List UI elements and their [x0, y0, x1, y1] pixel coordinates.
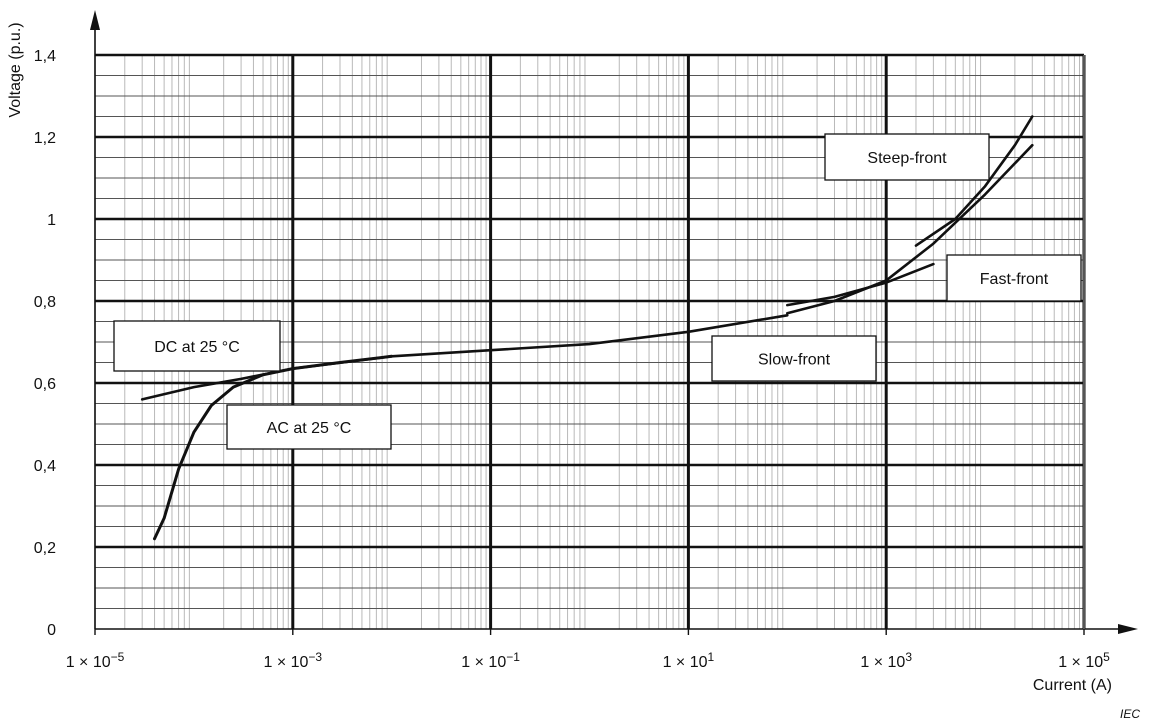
steep-front-label-box	[824, 133, 990, 181]
x-tick-label: 1 × 103	[860, 650, 912, 671]
y-tick-label: 0,2	[34, 540, 56, 557]
ac-label-box	[226, 404, 392, 450]
annotation-boxes: DC at 25 °C AC at 25 °C Slow-front Fast-fro…	[113, 133, 1082, 450]
curve-line	[914, 115, 1034, 247]
slow-front-label: Slow-front	[758, 352, 831, 369]
x-tick-label: 1 × 10−3	[263, 650, 322, 671]
steep-front-label: Steep-front	[867, 150, 947, 167]
y-tick-label: 0,6	[34, 376, 56, 393]
curve-line	[785, 262, 935, 307]
x-tick-label: 1 × 10−5	[66, 650, 125, 671]
y-tick-label: 0,4	[34, 458, 56, 475]
y-tick-label: 0,8	[34, 294, 56, 311]
ac-label: AC at 25 °C	[267, 420, 352, 437]
fast-front-label: Fast-front	[980, 271, 1049, 288]
y-axis-arrow	[90, 10, 100, 30]
iec-credit: IEC	[1120, 707, 1140, 721]
dc-label-box	[113, 320, 281, 372]
x-tick-label: 1 × 101	[663, 650, 715, 671]
x-tick-label: 1 × 105	[1058, 650, 1110, 671]
y-tick-label: 1	[47, 212, 56, 229]
y-tick-label: 0	[47, 622, 56, 639]
tick-labels: 1 × 10−5 1 × 10−3 1 × 10−1 1 × 101 1 × 103 1 …	[34, 48, 1110, 671]
x-axis-title: Current (A)	[1033, 677, 1112, 694]
axes	[90, 10, 1138, 634]
fast-front-label-box	[946, 254, 1082, 302]
slow-front-label-box	[711, 335, 877, 382]
y-axis-title: Voltage (p.u.)	[7, 22, 24, 117]
dc-label: DC at 25 °C	[154, 339, 240, 356]
y-tick-label: 1,4	[34, 48, 56, 65]
curves	[140, 115, 1034, 541]
y-tick-label: 1,2	[34, 130, 56, 147]
curve-line	[153, 354, 394, 541]
x-axis-arrow	[1118, 624, 1138, 634]
x-tick-label: 1 × 10−1	[461, 650, 520, 671]
curve-line	[785, 143, 1034, 315]
